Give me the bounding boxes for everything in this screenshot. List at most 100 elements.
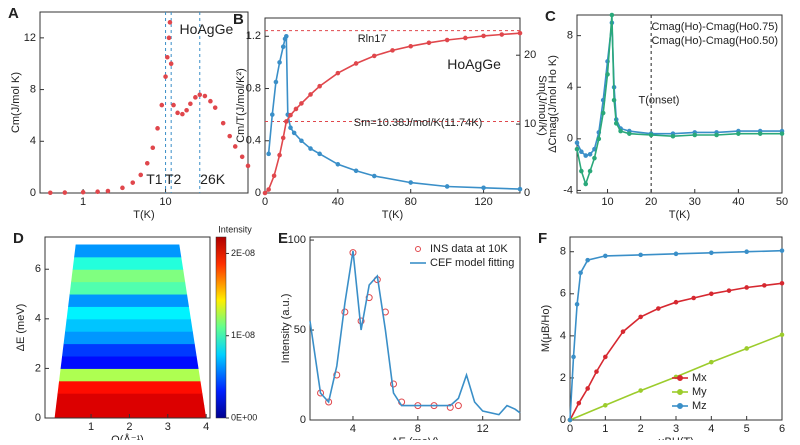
data-point — [638, 388, 643, 393]
heat-cell — [54, 306, 207, 320]
data-point — [648, 132, 654, 138]
annotation: 26K — [200, 171, 226, 187]
data-point — [159, 102, 165, 108]
data-point — [335, 70, 341, 76]
y-tick-label: 0.8 — [246, 82, 261, 94]
data-point — [299, 138, 304, 144]
y-tick-label: 0 — [255, 187, 261, 199]
data-point — [166, 35, 172, 41]
y-tick-label: 6 — [35, 263, 41, 275]
data-point — [293, 106, 299, 112]
y-axis-label: Intensity (a.u.) — [280, 294, 292, 364]
x-tick-label: 1 — [88, 421, 94, 433]
data-point — [744, 346, 749, 351]
data-point — [239, 154, 245, 160]
colorbar-tick-label: 0E+00 — [231, 412, 257, 422]
x-tick-label: 30 — [689, 196, 701, 208]
data-point — [165, 54, 170, 60]
heatmap — [54, 244, 207, 418]
y-tick-label: 0 — [560, 414, 566, 426]
data-point — [744, 249, 749, 255]
data-point — [167, 20, 173, 25]
y-tick-label: 1.2 — [246, 30, 261, 42]
y-axis-label: M(μB/Ho) — [540, 305, 552, 352]
data-point — [579, 149, 584, 155]
data-point — [175, 110, 180, 116]
y-tick-label: 2 — [35, 362, 41, 374]
data-point — [308, 92, 313, 97]
x-tick-label: 10 — [601, 196, 613, 208]
data-point — [280, 135, 286, 141]
data-point — [596, 136, 602, 142]
y-axis-label: ΔE (meV) — [15, 304, 27, 352]
data-point — [220, 120, 226, 126]
heat-cell — [54, 244, 207, 258]
data-point — [499, 32, 505, 37]
heat-cell — [54, 368, 207, 382]
annotation: HoAgGe — [180, 21, 234, 37]
data-point — [736, 131, 741, 136]
data-point — [762, 283, 767, 288]
data-point — [709, 359, 714, 365]
panel-label: E — [278, 230, 288, 247]
data-point — [390, 48, 395, 53]
plot-frame — [39, 11, 249, 194]
x-tick-label: 40 — [732, 196, 744, 208]
y-tick-label: -4 — [563, 184, 573, 196]
data-point — [184, 107, 189, 113]
data-point — [709, 250, 714, 256]
data-point — [454, 402, 462, 410]
y-tick-label: 0 — [567, 133, 573, 145]
data-point — [691, 295, 696, 301]
x-tick-label: 6 — [779, 423, 785, 435]
y-axis-label: ΔCmag(J/mol Ho K) — [547, 55, 559, 153]
data-point — [245, 163, 251, 169]
data-point — [603, 253, 608, 259]
legend-label: INS data at 10K — [430, 243, 508, 255]
annotation: T(onset) — [639, 94, 680, 106]
x-tick-label: 2 — [126, 421, 132, 433]
data-point — [627, 131, 632, 136]
data-point — [168, 61, 174, 67]
y-tick-label: 4 — [35, 313, 41, 325]
panel-label: C — [545, 8, 556, 25]
x-axis-label: ΔE (meV) — [391, 436, 439, 440]
heat-cell — [54, 405, 207, 418]
series-line — [309, 250, 521, 416]
data-point — [714, 132, 719, 138]
data-point — [605, 72, 610, 77]
data-point — [299, 101, 304, 106]
x-axis-label: Q(Å⁻¹) — [111, 433, 144, 440]
x-tick-label: 12 — [477, 423, 489, 435]
data-point — [481, 185, 486, 191]
x-tick-label: 0 — [567, 423, 573, 435]
data-point — [280, 44, 286, 50]
heat-cell — [54, 256, 207, 270]
y-axis-label: Cm/T(J/mol/K²) — [235, 68, 247, 143]
data-point — [80, 189, 86, 195]
data-point — [353, 61, 359, 66]
y2-tick-label: 20 — [524, 49, 536, 61]
data-point — [266, 187, 271, 192]
data-point — [266, 151, 271, 157]
annotation: Rln17 — [358, 33, 387, 45]
x-tick-label: 4 — [708, 423, 714, 435]
data-point — [288, 125, 293, 131]
data-point — [197, 92, 203, 98]
data-point — [105, 188, 111, 194]
data-point — [618, 128, 623, 134]
y2-tick-label: 0 — [524, 187, 530, 199]
y-tick-label: 0 — [30, 187, 36, 199]
data-point — [62, 190, 68, 195]
x-tick-label: 40 — [332, 196, 344, 208]
y-tick-label: 50 — [294, 324, 306, 336]
legend-label: My — [692, 386, 707, 398]
y2-axis-label: Sm(J/mol/K) — [536, 75, 548, 136]
panel-label: D — [13, 230, 24, 247]
x-tick-label: 4 — [203, 421, 209, 433]
data-point — [408, 43, 414, 49]
heat-cell — [54, 380, 207, 394]
data-point — [779, 248, 785, 253]
data-point — [574, 140, 580, 145]
